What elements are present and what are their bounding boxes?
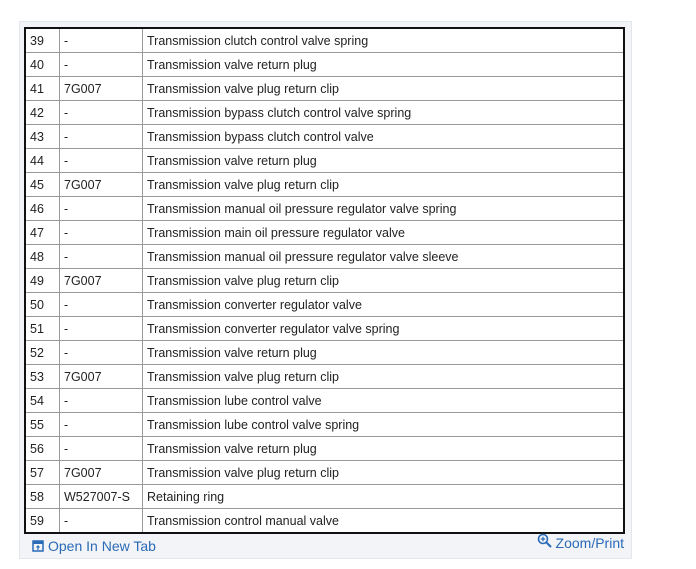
table-row: 57 7G007 Transmission valve plug return cl…: [24, 460, 625, 485]
table-row: 45 7G007 Transmission valve plug return cl…: [24, 172, 625, 197]
table-row: 51- Transmission converter regulator valv…: [24, 316, 625, 341]
description-cell: Transmission clutch control valve spring: [142, 27, 625, 53]
part-number-cell: 7G007: [59, 268, 143, 293]
description-cell: Transmission valve plug return clip: [142, 460, 625, 485]
zoom-print-label: Zoom/Print: [555, 535, 624, 551]
description-cell: Transmission valve return plug: [142, 340, 625, 365]
open-in-new-tab-link[interactable]: Open In New Tab: [32, 538, 156, 554]
part-number-cell: W527007-S: [59, 484, 143, 509]
part-number-cell: -: [59, 412, 143, 437]
description-cell: Transmission valve plug return clip: [142, 172, 625, 197]
item-number-cell: 55: [24, 412, 60, 437]
table-row: 50- Transmission converter regulator valv…: [24, 292, 625, 317]
table-row: 42- Transmission bypass clutch control va…: [24, 100, 625, 125]
part-number-cell: -: [59, 100, 143, 125]
description-cell: Transmission valve return plug: [142, 148, 625, 173]
part-number-cell: 7G007: [59, 172, 143, 197]
item-number-cell: 46: [24, 196, 60, 221]
description-cell: Transmission control manual valve: [142, 508, 625, 534]
open-in-new-tab-label: Open In New Tab: [48, 538, 156, 554]
item-number-cell: 41: [24, 76, 60, 101]
table-row: 46- Transmission manual oil pressure regu…: [24, 196, 625, 221]
description-cell: Transmission valve plug return clip: [142, 364, 625, 389]
item-number-cell: 51: [24, 316, 60, 341]
part-number-cell: -: [59, 27, 143, 53]
part-number-cell: -: [59, 316, 143, 341]
table-row: 44- Transmission valve return plug: [24, 148, 625, 173]
part-number-cell: -: [59, 340, 143, 365]
table-row: 43- Transmission bypass clutch control va…: [24, 124, 625, 149]
item-number-cell: 39: [24, 27, 60, 53]
description-cell: Transmission lube control valve: [142, 388, 625, 413]
part-number-cell: -: [59, 388, 143, 413]
table-row: 52- Transmission valve return plug: [24, 340, 625, 365]
item-number-cell: 56: [24, 436, 60, 461]
description-cell: Transmission bypass clutch control valve…: [142, 100, 625, 125]
table-row: 48- Transmission manual oil pressure regu…: [24, 244, 625, 269]
part-number-cell: 7G007: [59, 76, 143, 101]
description-cell: Transmission valve return plug: [142, 436, 625, 461]
item-number-cell: 40: [24, 52, 60, 77]
table-row: 40- Transmission valve return plug: [24, 52, 625, 77]
item-number-cell: 59: [24, 508, 60, 534]
item-number-cell: 45: [24, 172, 60, 197]
table-row: 41 7G007 Transmission valve plug return cl…: [24, 76, 625, 101]
part-number-cell: -: [59, 52, 143, 77]
description-cell: Transmission main oil pressure regulator…: [142, 220, 625, 245]
description-cell: Transmission manual oil pressure regulat…: [142, 244, 625, 269]
description-cell: Transmission bypass clutch control valve: [142, 124, 625, 149]
table-row: 56- Transmission valve return plug: [24, 436, 625, 461]
table-row: 59- Transmission control manual valve: [24, 508, 625, 534]
description-cell: Transmission valve plug return clip: [142, 268, 625, 293]
table-row: 58 W527007-S Retaining ring: [24, 484, 625, 509]
item-number-cell: 58: [24, 484, 60, 509]
item-number-cell: 42: [24, 100, 60, 125]
item-number-cell: 53: [24, 364, 60, 389]
part-number-cell: -: [59, 244, 143, 269]
table-row: 53 7G007 Transmission valve plug return cl…: [24, 364, 625, 389]
item-number-cell: 44: [24, 148, 60, 173]
item-number-cell: 43: [24, 124, 60, 149]
parts-table: 39- Transmission clutch control valve spr…: [24, 27, 625, 534]
item-number-cell: 48: [24, 244, 60, 269]
item-number-cell: 49: [24, 268, 60, 293]
description-cell: Transmission valve return plug: [142, 52, 625, 77]
description-cell: Transmission converter regulator valve: [142, 292, 625, 317]
part-number-cell: -: [59, 148, 143, 173]
table-row: 47- Transmission main oil pressure regula…: [24, 220, 625, 245]
part-number-cell: 7G007: [59, 460, 143, 485]
description-cell: Retaining ring: [142, 484, 625, 509]
description-cell: Transmission valve plug return clip: [142, 76, 625, 101]
zoom-print-link[interactable]: Zoom/Print: [537, 533, 624, 551]
part-number-cell: -: [59, 508, 143, 534]
part-number-cell: -: [59, 220, 143, 245]
description-cell: Transmission lube control valve spring: [142, 412, 625, 437]
item-number-cell: 50: [24, 292, 60, 317]
item-number-cell: 47: [24, 220, 60, 245]
part-number-cell: -: [59, 124, 143, 149]
part-number-cell: -: [59, 196, 143, 221]
table-row: 39- Transmission clutch control valve spr…: [24, 27, 625, 53]
table-row: 55- Transmission lube control valve sprin…: [24, 412, 625, 437]
item-number-cell: 54: [24, 388, 60, 413]
zoom-in-icon: [537, 533, 552, 548]
part-number-cell: -: [59, 436, 143, 461]
open-new-tab-icon: [32, 540, 44, 552]
table-row: 49 7G007 Transmission valve plug return cl…: [24, 268, 625, 293]
part-number-cell: -: [59, 292, 143, 317]
description-cell: Transmission converter regulator valve s…: [142, 316, 625, 341]
item-number-cell: 52: [24, 340, 60, 365]
part-number-cell: 7G007: [59, 364, 143, 389]
description-cell: Transmission manual oil pressure regulat…: [142, 196, 625, 221]
item-number-cell: 57: [24, 460, 60, 485]
table-row: 54- Transmission lube control valve: [24, 388, 625, 413]
